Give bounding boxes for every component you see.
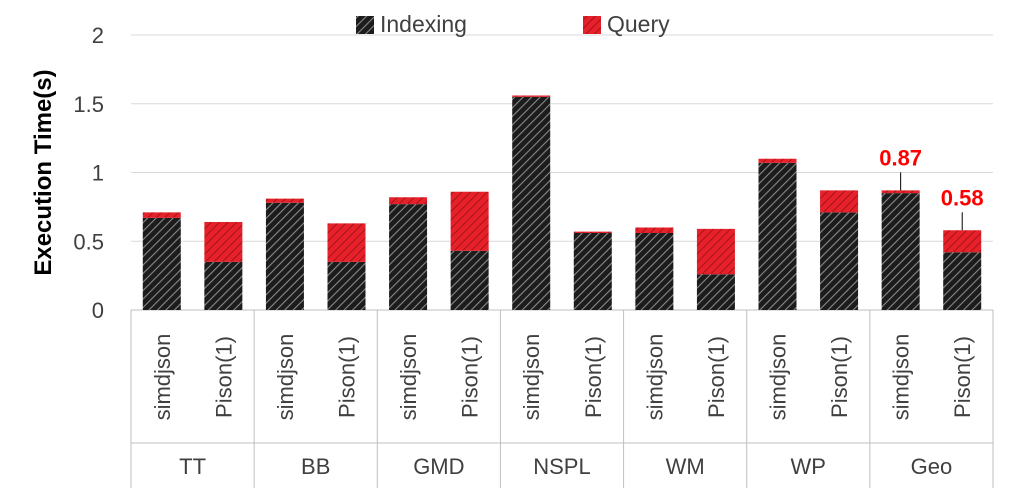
x-group-label: WP <box>791 454 826 479</box>
bar-query-bb-pison-1- <box>327 223 366 262</box>
x-method-label: Pison(1) <box>458 336 483 418</box>
x-method-label: Pison(1) <box>704 336 729 418</box>
y-tick-label: 1.5 <box>73 92 104 117</box>
bar-query-geo-simdjson <box>881 190 920 194</box>
legend: Indexing Query <box>356 11 670 37</box>
bar-query-geo-pison-1- <box>943 230 982 253</box>
x-method-label: simdjson <box>519 334 544 421</box>
x-group-label: GMD <box>413 454 464 479</box>
bar-query-wm-pison-1- <box>696 228 735 275</box>
gridlines <box>131 34 993 242</box>
bar-query-gmd-pison-1- <box>450 191 489 251</box>
bar-indexing-tt-pison-1- <box>204 261 243 310</box>
legend-swatch-indexing <box>356 16 374 34</box>
labels: 0 0.5 1 1.5 2 simdjson Pison(1) simdjson Pison(1… <box>30 23 984 479</box>
bar-indexing-gmd-simdjson <box>389 204 428 310</box>
x-method-label: simdjson <box>150 334 175 421</box>
bar-indexing-nspl-simdjson <box>512 96 551 310</box>
bar-indexing-tt-simdjson <box>142 217 181 310</box>
x-group-label: WM <box>666 454 705 479</box>
bar-query-tt-pison-1- <box>204 222 243 262</box>
bar-query-nspl-pison-1- <box>573 231 612 233</box>
bar-indexing-bb-pison-1- <box>327 261 366 310</box>
bar-indexing-wp-pison-1- <box>820 212 859 310</box>
y-tick-label: 0.5 <box>73 229 104 254</box>
bar-query-nspl-simdjson <box>512 95 551 97</box>
bar-query-tt-simdjson <box>142 212 181 218</box>
y-tick-label: 2 <box>92 23 104 48</box>
bar-indexing-gmd-pison-1- <box>450 250 489 310</box>
x-method-label: simdjson <box>273 334 298 421</box>
bar-indexing-wm-pison-1- <box>696 274 735 310</box>
bar-query-wp-pison-1- <box>820 190 859 213</box>
x-method-label: simdjson <box>642 334 667 421</box>
bar-query-wm-simdjson <box>635 227 674 233</box>
x-group-label: BB <box>301 454 330 479</box>
x-method-label: Pison(1) <box>335 336 360 418</box>
y-axis-title: Execution Time(s) <box>30 69 57 275</box>
bar-indexing-nspl-pison-1- <box>573 233 612 310</box>
annotation-label: 0.58 <box>941 185 984 210</box>
x-group-label: NSPL <box>533 454 590 479</box>
y-tick-label: 0 <box>92 298 104 323</box>
bar-indexing-wp-simdjson <box>758 162 797 310</box>
bars <box>142 95 982 310</box>
x-method-label: Pison(1) <box>827 336 852 418</box>
x-group-label: TT <box>179 454 206 479</box>
legend-label-query: Query <box>607 11 670 37</box>
x-group-label: Geo <box>911 454 953 479</box>
x-method-label: Pison(1) <box>581 336 606 418</box>
legend-label-indexing: Indexing <box>380 11 467 37</box>
bar-query-wp-simdjson <box>758 158 797 163</box>
x-method-label: simdjson <box>396 334 421 421</box>
x-method-label: simdjson <box>889 334 914 421</box>
y-tick-label: 1 <box>92 161 104 186</box>
bar-indexing-geo-simdjson <box>881 193 920 310</box>
bar-query-gmd-simdjson <box>389 197 428 205</box>
bar-indexing-bb-simdjson <box>265 202 304 310</box>
annotation-label: 0.87 <box>879 145 922 170</box>
bar-query-bb-simdjson <box>265 198 304 203</box>
bar-indexing-geo-pison-1- <box>943 252 982 310</box>
bar-indexing-wm-simdjson <box>635 233 674 310</box>
x-method-label: simdjson <box>766 334 791 421</box>
legend-swatch-query <box>583 16 601 34</box>
x-method-label: Pison(1) <box>950 336 975 418</box>
x-method-label: Pison(1) <box>211 336 236 418</box>
